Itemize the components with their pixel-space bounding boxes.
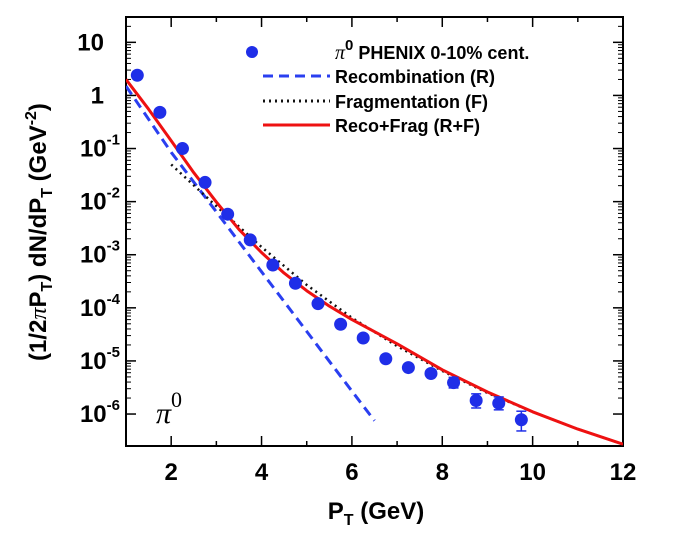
data-point bbox=[175, 142, 189, 156]
data-point bbox=[469, 393, 483, 407]
data-point bbox=[311, 297, 325, 311]
data-point bbox=[379, 352, 393, 366]
data-point bbox=[153, 105, 167, 119]
x-tick-labels: 2 4 6 8 10 12 bbox=[165, 459, 637, 486]
data-points bbox=[130, 68, 528, 432]
data-point bbox=[266, 258, 280, 272]
curve-recombination-r bbox=[126, 85, 376, 422]
y-tick-label: 10-6 bbox=[80, 397, 120, 428]
legend: π0 PHENIX 0-10% cent. Recombination (R) … bbox=[246, 37, 529, 136]
curve-fragmentation-f bbox=[170, 163, 623, 446]
data-point bbox=[130, 68, 144, 82]
x-tick-label: 8 bbox=[436, 459, 449, 486]
legend-marker-points bbox=[246, 46, 258, 58]
data-point bbox=[288, 276, 302, 290]
axis-ticks bbox=[125, 16, 624, 446]
legend-label-recombination: Recombination (R) bbox=[335, 67, 495, 87]
y-tick-labels: 10 1 10-1 10-2 10-3 10-4 10-5 10-6 bbox=[77, 29, 120, 428]
data-point bbox=[198, 175, 212, 189]
legend-label-reco-frag: Reco+Frag (R+F) bbox=[335, 116, 480, 136]
y-tick-label: 10-1 bbox=[80, 132, 120, 163]
data-point bbox=[424, 366, 438, 380]
y-axis-label: (1/2πPT) dN/dPT (GeV-2) bbox=[23, 103, 56, 361]
legend-label-points: π0 PHENIX 0-10% cent. bbox=[335, 37, 529, 64]
data-point bbox=[356, 331, 370, 345]
y-tick-label: 10-3 bbox=[80, 238, 120, 269]
y-tick-label: 1 bbox=[91, 82, 104, 109]
x-tick-label: 10 bbox=[519, 459, 546, 486]
pi0-annotation: π0 bbox=[156, 387, 182, 430]
x-tick-label: 6 bbox=[345, 459, 358, 486]
data-point bbox=[334, 317, 348, 331]
y-tick-label: 10 bbox=[77, 29, 104, 56]
x-tick-label: 2 bbox=[165, 459, 178, 486]
data-point bbox=[492, 396, 506, 410]
data-point bbox=[243, 233, 257, 247]
y-tick-label: 10-2 bbox=[80, 185, 120, 216]
y-tick-label: 10-5 bbox=[80, 344, 120, 375]
data-point bbox=[401, 361, 415, 375]
plot-frame bbox=[125, 16, 624, 447]
y-tick-label: 10-4 bbox=[80, 291, 121, 322]
x-tick-label: 12 bbox=[610, 459, 637, 486]
data-point bbox=[221, 207, 235, 221]
x-tick-label: 4 bbox=[255, 459, 269, 486]
data-point bbox=[447, 376, 461, 390]
x-axis-label: PT (GeV) bbox=[328, 498, 424, 529]
data-point bbox=[514, 413, 528, 427]
legend-label-fragmentation: Fragmentation (F) bbox=[335, 92, 488, 112]
